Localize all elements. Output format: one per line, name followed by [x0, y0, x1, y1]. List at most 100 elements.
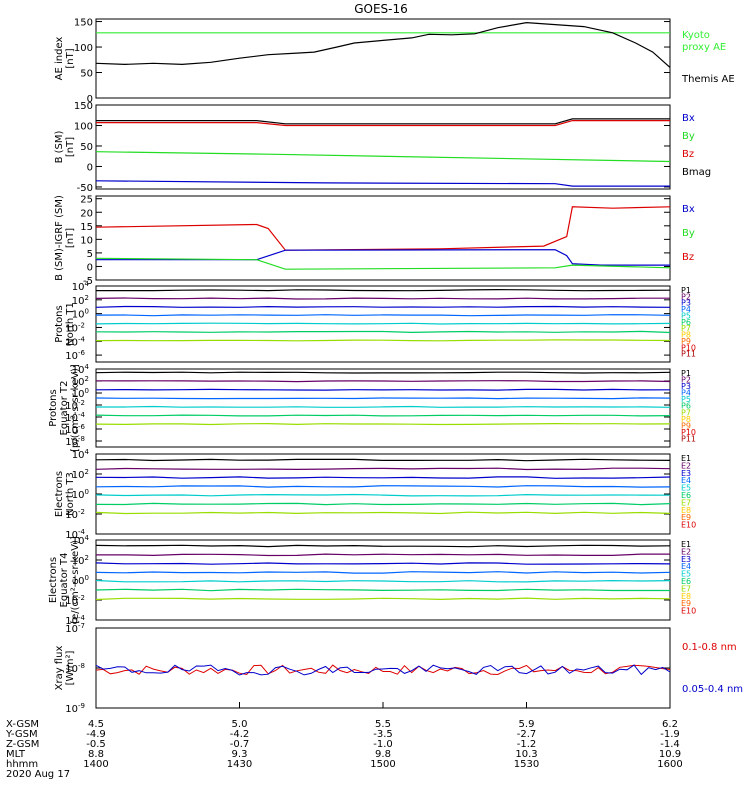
channel-3: [95, 305, 671, 308]
ytick-label: 10-4: [65, 528, 85, 541]
legend-e2: E2: [681, 461, 691, 470]
channel-6: [95, 414, 671, 417]
ytick-label: 10-8: [65, 435, 85, 448]
legend-e1: E1: [681, 454, 691, 463]
chart-title: GOES-16: [354, 2, 408, 16]
legend-e6: E6: [681, 491, 691, 500]
channel-6: [95, 502, 671, 506]
ylabel: ProtonsNorth T1: [54, 302, 76, 346]
xtick-value: 1430: [227, 759, 252, 770]
ylabel: AE index[nT]: [54, 37, 76, 81]
xtick-value: 10.3: [515, 749, 537, 760]
channel-2: [95, 467, 671, 471]
ytick-label: 102: [72, 294, 89, 307]
legend-e9: E9: [681, 599, 691, 608]
ylabel: ElectronsEquator T4[e/(cm²-s-sr-keV)]: [48, 536, 81, 624]
ytick-label: 10-9: [65, 702, 85, 715]
series-by: [95, 257, 671, 270]
legend-item: Kyoto: [682, 30, 710, 41]
channel-1: [96, 288, 671, 292]
channel-1: [95, 544, 671, 548]
legend-p5: P5: [681, 311, 691, 320]
legend-p6: P6: [681, 402, 691, 411]
channel-3: [95, 562, 671, 565]
ytick-label: 10-7: [65, 622, 85, 635]
channel-3: [95, 476, 671, 479]
legend-item: Bx: [682, 204, 695, 215]
legend-e3: E3: [681, 555, 691, 564]
legend-p7: P7: [681, 324, 691, 333]
legend-e1: E1: [681, 540, 691, 549]
channel-7: [95, 597, 671, 601]
legend-p1: P1: [681, 286, 691, 295]
series-bmag: [96, 118, 670, 125]
xtick-value: -1.4: [660, 739, 680, 750]
channel-5: [96, 405, 671, 408]
ytick-label: 10-2: [65, 594, 85, 607]
ytick-label: -5: [83, 276, 93, 287]
legend-p2: P2: [681, 292, 691, 301]
xtick-value: 5.9: [519, 719, 535, 730]
ytick-label: 15: [80, 222, 93, 233]
ylabel: B (SM)-IGRF (SM)[nT]: [54, 195, 76, 281]
legend-p5: P5: [681, 395, 691, 404]
legend-item: Bx: [682, 113, 695, 124]
ytick-label: -50: [77, 183, 93, 194]
channel-6: [95, 588, 670, 592]
xaxis-row-label: MLT: [6, 749, 26, 760]
xtick-value: 4.5: [88, 719, 104, 730]
ytick-label: 10-4: [65, 614, 85, 627]
ytick-label: 100: [74, 43, 93, 54]
xtick-value: -0.5: [86, 739, 106, 750]
series-xray-1: [95, 664, 671, 676]
ytick-label: 102: [72, 375, 89, 388]
ytick-label: 20: [80, 208, 93, 219]
legend-item: 0.1-0.8 nm: [682, 642, 737, 653]
legend-p8: P8: [681, 331, 691, 340]
panel-bsm: -50 0 50 100 150 B (SM)[nT] Bx By Bz Bmag: [54, 101, 711, 194]
panel-frame: [95, 368, 671, 448]
ytick-label: 104: [72, 534, 90, 547]
legend: Bx By Bz Bmag: [682, 113, 711, 178]
legend-e9: E9: [681, 513, 691, 522]
xtick-value: -0.7: [230, 739, 250, 750]
legend-p11: P11: [681, 350, 696, 359]
series-themis-ae: [95, 21, 671, 68]
xaxis-row-label: Z-GSM: [6, 739, 39, 750]
channel-2: [95, 380, 671, 383]
series-bx: [95, 180, 670, 187]
ytick-label: 104: [72, 448, 90, 461]
legend-p4: P4: [681, 305, 691, 314]
series-bz: [96, 119, 670, 127]
xtick-value: 1600: [657, 759, 682, 770]
xtick-value: 5.5: [375, 719, 391, 730]
xtick-value: 9.3: [232, 749, 248, 760]
channel-7: [95, 511, 671, 515]
ytick-label: 0: [87, 94, 93, 105]
channel-3: [95, 388, 671, 391]
legend-p6: P6: [681, 318, 691, 327]
ytick-label: 104: [72, 363, 90, 376]
legend-e3: E3: [681, 469, 691, 478]
ytick-label: 10-2: [65, 321, 85, 334]
legend-e2: E2: [681, 547, 691, 556]
legend-p9: P9: [681, 421, 691, 430]
ytick-label: 10-2: [65, 508, 85, 521]
panel-frame: [95, 104, 671, 190]
legend-item: Bz: [682, 252, 694, 263]
channel-7: [95, 339, 671, 342]
panel-frame: [95, 539, 671, 621]
ytick-label: 10-4: [65, 411, 85, 424]
legend-item: Bmag: [682, 167, 711, 178]
panel-frame: [95, 195, 671, 281]
channel-2: [95, 297, 670, 300]
legend-p1: P1: [681, 369, 691, 378]
series-by: [95, 151, 671, 163]
ytick-label: 50: [80, 69, 93, 80]
ytick-label: 5: [87, 249, 93, 260]
ylabel: B (SM)[nT]: [54, 130, 76, 163]
